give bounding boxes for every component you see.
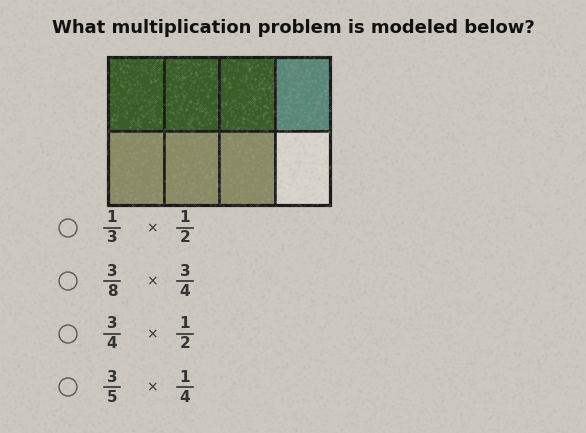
Text: 2: 2 <box>180 336 190 352</box>
Text: 1: 1 <box>180 369 190 385</box>
Bar <box>108 57 163 131</box>
Text: ×: × <box>146 380 158 394</box>
Text: 4: 4 <box>180 390 190 404</box>
Text: 1: 1 <box>107 210 117 226</box>
Text: 2: 2 <box>180 230 190 246</box>
Text: 8: 8 <box>107 284 117 298</box>
Bar <box>219 131 274 205</box>
Bar <box>163 57 219 131</box>
Text: 4: 4 <box>107 336 117 352</box>
Bar <box>108 57 330 205</box>
Bar <box>274 131 330 205</box>
Text: ×: × <box>146 327 158 341</box>
Text: 5: 5 <box>107 390 117 404</box>
Text: 1: 1 <box>180 317 190 332</box>
Bar <box>163 131 219 205</box>
Text: 3: 3 <box>107 317 117 332</box>
Text: 3: 3 <box>107 369 117 385</box>
Bar <box>108 131 163 205</box>
Text: 3: 3 <box>107 230 117 246</box>
Text: ×: × <box>146 274 158 288</box>
Text: What multiplication problem is modeled below?: What multiplication problem is modeled b… <box>52 19 534 37</box>
Text: 4: 4 <box>180 284 190 298</box>
Text: ×: × <box>146 221 158 235</box>
Text: 1: 1 <box>180 210 190 226</box>
Text: 3: 3 <box>180 264 190 278</box>
Bar <box>219 57 274 131</box>
Bar <box>274 57 330 131</box>
Text: 3: 3 <box>107 264 117 278</box>
